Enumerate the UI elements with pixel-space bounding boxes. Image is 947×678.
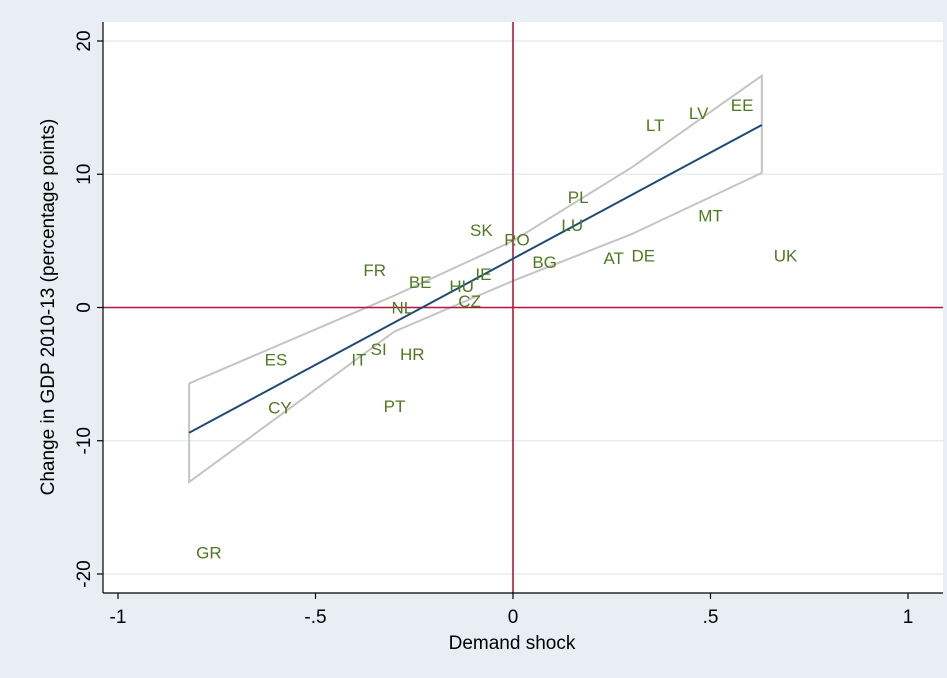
y-axis-title: Change in GDP 2010-13 (percentage points… <box>38 119 59 496</box>
reference-lines <box>103 22 943 593</box>
x-tick-label: -1 <box>110 607 127 628</box>
data-point-it: IT <box>351 350 366 369</box>
data-point-pt: PT <box>384 397 406 416</box>
data-point-ie: IE <box>475 265 491 284</box>
data-point-nl: NL <box>392 299 414 318</box>
y-tick-label: -10 <box>74 427 95 454</box>
data-point-de: DE <box>632 247 656 266</box>
data-point-lt: LT <box>646 116 665 135</box>
data-point-lv: LV <box>689 104 709 123</box>
y-tick-label: 10 <box>74 164 95 185</box>
data-point-gr: GR <box>196 544 222 563</box>
data-point-hr: HR <box>400 345 425 364</box>
data-point-uk: UK <box>774 247 798 266</box>
fit-line <box>188 124 763 434</box>
data-point-ro: RO <box>504 231 530 250</box>
y-tick-label: -20 <box>74 560 95 587</box>
x-axis-title: Demand shock <box>449 633 576 654</box>
confidence-band <box>188 73 763 485</box>
fitted-line <box>188 124 763 434</box>
x-tick-label: 0 <box>508 607 519 628</box>
y-tick-label: 20 <box>74 30 95 51</box>
y-tick-label: 0 <box>74 302 95 313</box>
data-point-hu: HU <box>449 277 474 296</box>
x-tick-label: .5 <box>703 607 719 628</box>
x-tick-label: 1 <box>903 607 914 628</box>
data-point-lu: LU <box>561 216 583 235</box>
data-point-pl: PL <box>568 188 589 207</box>
data-point-fr: FR <box>363 261 386 280</box>
data-point-be: BE <box>409 273 432 292</box>
data-point-si: SI <box>371 340 387 359</box>
data-point-cz: CZ <box>458 292 481 311</box>
data-point-bg: BG <box>532 253 557 272</box>
data-point-sk: SK <box>470 221 493 240</box>
confidence-band-outline <box>188 73 763 485</box>
data-point-cy: CY <box>268 398 292 417</box>
data-point-at: AT <box>603 249 623 268</box>
data-point-es: ES <box>265 350 288 369</box>
axes: -20 -10 0 10 20 -1 -.5 0 .5 1 <box>74 22 943 628</box>
x-tick-label: -.5 <box>304 607 326 628</box>
data-point-ee: EE <box>731 96 754 115</box>
data-point-mt: MT <box>698 207 723 226</box>
